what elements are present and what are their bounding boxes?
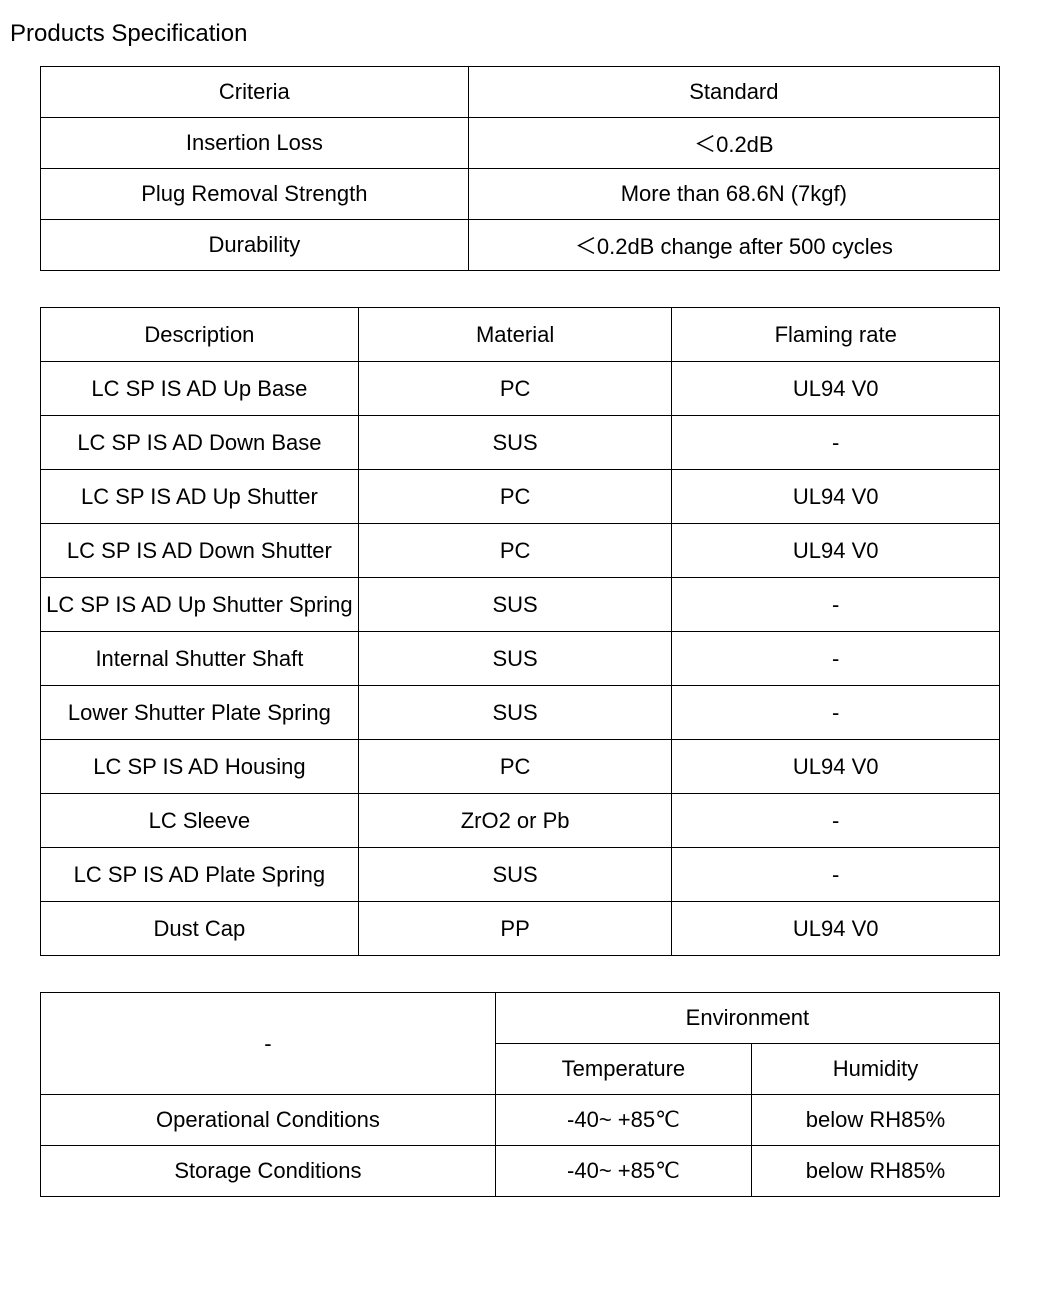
cell: Lower Shutter Plate Spring bbox=[41, 686, 359, 740]
criteria-standard-table: Criteria Standard Insertion Loss ＜0.2dB … bbox=[40, 66, 1000, 271]
table-row: LC SP IS AD Plate Spring SUS - bbox=[41, 848, 1000, 902]
header-humidity: Humidity bbox=[752, 1044, 1000, 1095]
table-row: LC SP IS AD Housing PC UL94 V0 bbox=[41, 740, 1000, 794]
cell: - bbox=[672, 632, 1000, 686]
table-row: Internal Shutter Shaft SUS - bbox=[41, 632, 1000, 686]
cell: - bbox=[672, 794, 1000, 848]
cell: ＜0.2dB bbox=[468, 118, 999, 169]
cell: PC bbox=[358, 740, 672, 794]
table-row: LC Sleeve ZrO2 or Pb - bbox=[41, 794, 1000, 848]
header-blank: - bbox=[41, 993, 496, 1095]
table-row: Dust Cap PP UL94 V0 bbox=[41, 902, 1000, 956]
cell: SUS bbox=[358, 416, 672, 470]
cell: LC SP IS AD Down Shutter bbox=[41, 524, 359, 578]
materials-table: Description Material Flaming rate LC SP … bbox=[40, 307, 1000, 956]
table-row: Durability ＜0.2dB change after 500 cycle… bbox=[41, 220, 1000, 271]
table-row: Lower Shutter Plate Spring SUS - bbox=[41, 686, 1000, 740]
cell: - bbox=[672, 416, 1000, 470]
cell: -40~ +85℃ bbox=[495, 1146, 751, 1197]
header-flaming-rate: Flaming rate bbox=[672, 308, 1000, 362]
cell: PC bbox=[358, 362, 672, 416]
cell: - bbox=[672, 578, 1000, 632]
cell: SUS bbox=[358, 578, 672, 632]
cell: Plug Removal Strength bbox=[41, 169, 469, 220]
cell: UL94 V0 bbox=[672, 362, 1000, 416]
cell: LC Sleeve bbox=[41, 794, 359, 848]
table-row: LC SP IS AD Up Shutter PC UL94 V0 bbox=[41, 470, 1000, 524]
cell: Durability bbox=[41, 220, 469, 271]
cell: PC bbox=[358, 470, 672, 524]
header-description: Description bbox=[41, 308, 359, 362]
table-row: Operational Conditions -40~ +85℃ below R… bbox=[41, 1095, 1000, 1146]
cell: ZrO2 or Pb bbox=[358, 794, 672, 848]
cell: UL94 V0 bbox=[672, 740, 1000, 794]
cell: Internal Shutter Shaft bbox=[41, 632, 359, 686]
header-environment: Environment bbox=[495, 993, 999, 1044]
table-row: LC SP IS AD Up Base PC UL94 V0 bbox=[41, 362, 1000, 416]
table-row: Plug Removal Strength More than 68.6N (7… bbox=[41, 169, 1000, 220]
cell: -40~ +85℃ bbox=[495, 1095, 751, 1146]
table-row: Criteria Standard bbox=[41, 67, 1000, 118]
table-row: LC SP IS AD Down Shutter PC UL94 V0 bbox=[41, 524, 1000, 578]
table-row: - Environment bbox=[41, 993, 1000, 1044]
header-standard: Standard bbox=[468, 67, 999, 118]
cell: Storage Conditions bbox=[41, 1146, 496, 1197]
cell: SUS bbox=[358, 632, 672, 686]
cell: SUS bbox=[358, 686, 672, 740]
header-temperature: Temperature bbox=[495, 1044, 751, 1095]
cell: PP bbox=[358, 902, 672, 956]
cell: UL94 V0 bbox=[672, 524, 1000, 578]
cell: Dust Cap bbox=[41, 902, 359, 956]
cell: More than 68.6N (7kgf) bbox=[468, 169, 999, 220]
cell: Insertion Loss bbox=[41, 118, 469, 169]
table-row: LC SP IS AD Down Base SUS - bbox=[41, 416, 1000, 470]
cell: Operational Conditions bbox=[41, 1095, 496, 1146]
cell: ＜0.2dB change after 500 cycles bbox=[468, 220, 999, 271]
cell: SUS bbox=[358, 848, 672, 902]
page-title: Products Specification bbox=[10, 20, 1032, 48]
environment-table: - Environment Temperature Humidity Opera… bbox=[40, 992, 1000, 1197]
header-material: Material bbox=[358, 308, 672, 362]
cell: UL94 V0 bbox=[672, 470, 1000, 524]
cell: LC SP IS AD Housing bbox=[41, 740, 359, 794]
spec-page: Products Specification Criteria Standard… bbox=[0, 0, 1060, 1273]
header-criteria: Criteria bbox=[41, 67, 469, 118]
cell: LC SP IS AD Down Base bbox=[41, 416, 359, 470]
cell: LC SP IS AD Up Base bbox=[41, 362, 359, 416]
cell: - bbox=[672, 848, 1000, 902]
cell: UL94 V0 bbox=[672, 902, 1000, 956]
cell: below RH85% bbox=[752, 1095, 1000, 1146]
table-row: Insertion Loss ＜0.2dB bbox=[41, 118, 1000, 169]
table-row: Description Material Flaming rate bbox=[41, 308, 1000, 362]
table-row: Storage Conditions -40~ +85℃ below RH85% bbox=[41, 1146, 1000, 1197]
cell: PC bbox=[358, 524, 672, 578]
table-row: LC SP IS AD Up Shutter Spring SUS - bbox=[41, 578, 1000, 632]
cell: - bbox=[672, 686, 1000, 740]
cell: LC SP IS AD Plate Spring bbox=[41, 848, 359, 902]
cell: LC SP IS AD Up Shutter Spring bbox=[41, 578, 359, 632]
cell: LC SP IS AD Up Shutter bbox=[41, 470, 359, 524]
cell: below RH85% bbox=[752, 1146, 1000, 1197]
